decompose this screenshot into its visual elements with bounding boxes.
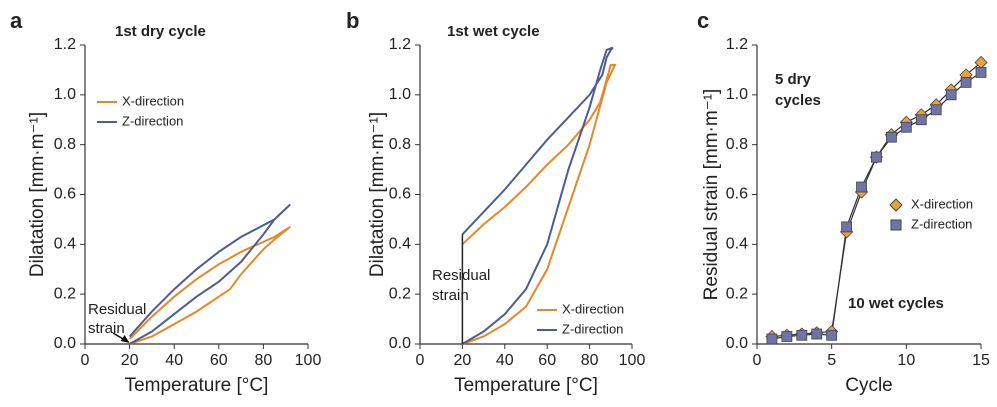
y-tick-label: 0.6 [54,186,76,203]
annotation: Residual [432,267,490,284]
x-tick-label: 0 [81,352,90,369]
x-tick-label: 80 [581,352,599,369]
legend-label: X-direction [122,93,184,108]
legend-label: Z-direction [911,216,972,231]
x-tick-label: 40 [496,352,514,369]
legend-swatch [890,219,902,231]
y-tick-label: 0.2 [726,285,748,302]
y-tick-label: 0.6 [389,186,411,203]
marker [960,76,972,88]
arrow-head [120,335,130,343]
x-tick-label: 20 [121,352,139,369]
y-tick-label: 0.8 [726,136,748,153]
marker [871,151,882,163]
series-line [128,203,291,345]
series-line [461,63,617,345]
y-tick-label: 0.4 [726,236,748,253]
x-tick-label: 15 [972,352,990,369]
panel-label: a [10,8,23,33]
y-tick-label: 1.0 [726,86,748,103]
y-tick-label: 0.6 [726,186,748,203]
y-tick-label: 1.0 [54,86,76,103]
x-tick-label: 5 [827,352,836,369]
marker [811,328,823,340]
annotation: 1st dry cycle [115,23,206,40]
x-axis-title: Temperature [°C] [125,375,269,396]
series-line [461,46,614,345]
marker [886,131,897,143]
legend-swatch [889,198,903,212]
y-tick-label: 0.8 [389,136,411,153]
marker [781,331,793,342]
y-tick-label: 0.4 [54,236,76,253]
y-tick-label: 0.8 [54,136,76,153]
annotation: Residual [88,301,146,318]
annotation: strain [432,287,469,304]
y-tick-label: 0.0 [726,335,748,352]
annotation: strain [88,320,125,337]
marker [975,67,987,78]
marker [900,121,912,133]
legend-label: Z-direction [122,113,183,128]
annotation: 1st wet cycle [447,23,540,40]
y-tick-label: 1.2 [389,36,411,53]
x-tick-label: 60 [210,352,228,369]
marker [841,221,852,233]
x-tick-label: 10 [897,352,915,369]
panel-label: b [346,8,359,33]
y-axis-title: Residual strain [mm·m⁻¹] [701,89,722,301]
marker [796,329,808,341]
x-tick-label: 20 [454,352,472,369]
y-tick-label: 1.0 [389,86,411,103]
marker [766,333,778,345]
x-tick-label: 100 [295,352,322,369]
marker [856,181,867,193]
y-tick-label: 0.2 [389,285,411,302]
legend-label: X-direction [911,196,973,211]
x-axis-title: Cycle [845,375,893,396]
marker [930,104,942,116]
legend-label: X-direction [562,301,624,316]
panel-label: c [697,8,709,33]
marker [915,114,927,126]
annotation: cycles [775,92,821,109]
annotation: 5 dry [775,71,812,88]
series-line [128,226,291,345]
x-tick-label: 80 [255,352,273,369]
annotation: 10 wet cycles [848,295,944,312]
marker [826,329,838,341]
x-tick-label: 60 [538,352,556,369]
x-tick-label: 0 [416,352,425,369]
y-tick-label: 0.4 [389,236,411,253]
x-tick-label: 100 [619,352,646,369]
y-tick-label: 0.0 [54,335,76,352]
x-tick-label: 40 [165,352,183,369]
y-axis-title: Dilatation [mm·m⁻¹] [367,112,388,277]
y-tick-label: 0.2 [54,285,76,302]
y-tick-label: 1.2 [54,36,76,53]
x-axis-title: Temperature [°C] [454,375,598,396]
y-tick-label: 1.2 [726,36,748,53]
legend-label: Z-direction [562,321,623,336]
y-tick-label: 0.0 [389,335,411,352]
x-tick-label: 0 [753,352,762,369]
marker [945,89,957,101]
y-axis-title: Dilatation [mm·m⁻¹] [27,112,48,277]
